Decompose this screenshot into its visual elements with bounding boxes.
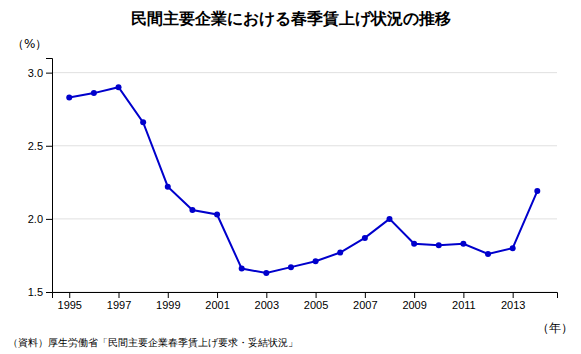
tick-mark [46, 219, 52, 220]
tick-label: 2003 [255, 299, 279, 311]
x-axis: 1995 1997 1999 2001 2003 2005 2007 2009 2011 2013 [53, 292, 558, 311]
tick-mark [119, 292, 120, 298]
marker [140, 119, 146, 125]
tick-mark [46, 146, 52, 147]
tick: 1995 [58, 292, 82, 311]
tick-mark [365, 292, 366, 298]
y-axis: 1.5 2.0 2.5 3.0 [28, 59, 53, 299]
tick-mark [414, 292, 415, 298]
line [69, 87, 537, 273]
grid-line [52, 218, 557, 219]
marker [436, 242, 442, 248]
tick: 2013 [501, 292, 525, 311]
axis-line [46, 59, 53, 293]
tick-label: 2.0 [28, 213, 43, 225]
marker [66, 94, 72, 100]
marker [337, 250, 343, 256]
tick-label: 1997 [107, 299, 131, 311]
tick-label: 2005 [304, 299, 328, 311]
tick: 1.5 [28, 286, 52, 298]
tick: 1997 [107, 292, 131, 311]
tick-label: 1.5 [28, 286, 43, 298]
tick: 2007 [353, 292, 377, 311]
grid-line [52, 72, 557, 73]
marker [485, 251, 491, 257]
x-axis-title: （年） [537, 321, 573, 335]
grid [52, 73, 557, 292]
marker [411, 241, 417, 247]
marker [189, 207, 195, 213]
tick-label: 2013 [501, 299, 525, 311]
tick: 2011 [452, 292, 476, 311]
plot: 1995 1997 1999 2001 2003 2005 2007 2009 2011 2013… [28, 59, 558, 311]
tick-label: 2.5 [28, 140, 43, 152]
tick-mark [46, 73, 52, 74]
tick-mark [513, 292, 514, 298]
tick-mark [69, 292, 70, 298]
tick: 3.0 [28, 67, 52, 79]
marker [362, 235, 368, 241]
marker [165, 184, 171, 190]
tick-mark [46, 292, 52, 293]
axis-line [53, 293, 558, 299]
tick-label: 2001 [205, 299, 229, 311]
y-axis-title: （%） [12, 37, 47, 51]
marker [460, 241, 466, 247]
marker [386, 216, 392, 222]
chart: 1995 1997 1999 2001 2003 2005 2007 2009 2011 2013… [0, 0, 581, 354]
marker [116, 84, 122, 90]
tick: 2005 [304, 292, 328, 311]
marker [214, 211, 220, 217]
tick-label: 2009 [402, 299, 426, 311]
tick: 2003 [255, 292, 279, 311]
tick-label: 1995 [58, 299, 82, 311]
marker [510, 245, 516, 251]
marker [288, 264, 294, 270]
marker [91, 90, 97, 96]
grid-line [52, 145, 557, 146]
tick-label: 3.0 [28, 67, 43, 79]
tick-mark [316, 292, 317, 298]
tick-mark [266, 292, 267, 298]
marker [239, 266, 245, 272]
marker [534, 188, 540, 194]
tick-label: 2007 [353, 299, 377, 311]
tick: 1999 [156, 292, 180, 311]
marker [313, 258, 319, 264]
tick: 2.5 [28, 140, 52, 152]
tick: 2001 [205, 292, 229, 311]
tick-label: 2011 [452, 299, 476, 311]
annotation: （資料）厚生労働省「民間主要企業春季賃上げ要求・妥結状況」 [8, 337, 298, 348]
tick-mark [168, 292, 169, 298]
tick-label: 1999 [156, 299, 180, 311]
title: 民間主要企業における春季賃上げ状況の推移 [131, 9, 451, 28]
tick-mark [217, 292, 218, 298]
series [66, 84, 540, 276]
tick: 2.0 [28, 213, 52, 225]
tick: 2009 [402, 292, 426, 311]
marker [263, 270, 269, 276]
tick-mark [463, 292, 464, 298]
